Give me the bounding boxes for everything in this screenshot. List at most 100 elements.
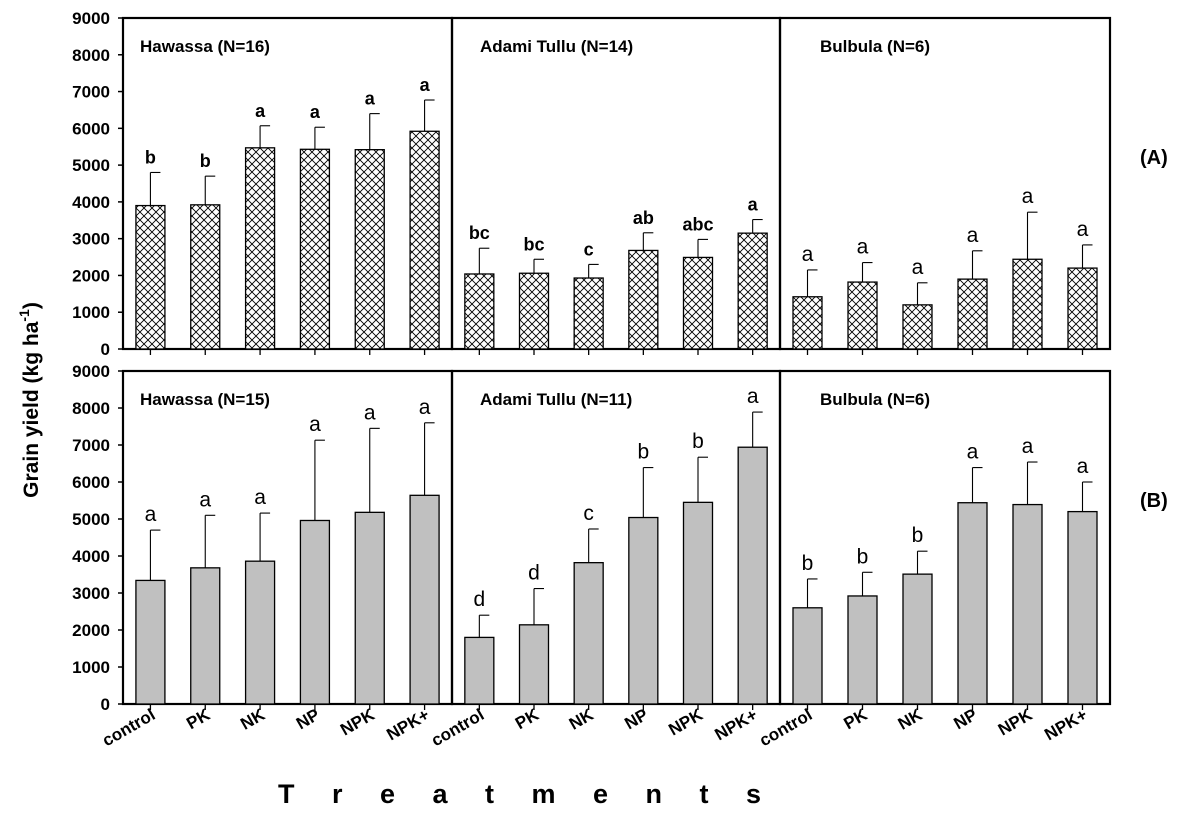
significance-letter: b [857,545,869,568]
bar [135,579,166,705]
y-tick-label: 3000 [72,230,110,249]
bar [244,147,276,350]
y-tick-label: 5000 [72,156,110,175]
bar [464,636,495,705]
y-tick-label: 1000 [72,303,110,322]
row-label-a: (A) [1140,147,1168,169]
x-axis-label: T r e a t m e n t s [278,779,776,809]
bar [1012,258,1043,350]
significance-letter: a [145,503,157,526]
panel-title: Hawassa (N=15) [140,390,270,409]
y-tick-label: 9000 [72,9,110,28]
significance-letter: a [967,441,979,464]
significance-letter: b [200,151,211,171]
bar [628,516,659,705]
significance-letter: d [528,562,540,585]
bar [847,595,878,705]
significance-letter: a [748,195,759,215]
y-tick-label: 8000 [72,399,110,418]
bar [902,304,933,350]
significance-letter: a [364,401,376,424]
category-label: NPK+ [711,705,760,744]
bar [354,149,385,350]
significance-letter: a [967,224,979,247]
significance-letter: b [692,430,704,453]
significance-letter: ab [633,208,654,228]
panel-frame [450,369,782,706]
significance-letter: bc [469,223,490,243]
significance-letter: a [419,396,431,419]
bar [792,296,823,350]
category-label: NK [566,705,597,734]
y-tick-label: 5000 [72,510,110,529]
panel-frame [121,16,454,351]
significance-letter: a [912,256,924,279]
significance-letter: c [584,239,594,259]
significance-letter: a [420,75,431,95]
y-tick-label: 1000 [72,658,110,677]
category-label: control [756,705,815,750]
y-tick-label: 0 [101,340,110,359]
y-tick-label: 4000 [72,193,110,212]
category-label: NPK+ [1041,705,1090,744]
bar [464,273,495,350]
y-tick-label: 7000 [72,83,110,102]
bar [957,278,988,350]
y-tick-label: 7000 [72,436,110,455]
y-tick-label: 6000 [72,473,110,492]
bar [299,519,331,705]
bar [409,494,440,705]
bar [518,272,550,350]
panel-frame [121,369,454,706]
bar [190,567,221,705]
category-label: PK [841,705,872,734]
y-tick-label: 9000 [72,362,110,381]
y-tick-label: 2000 [72,266,110,285]
y-tick-label: 4000 [72,547,110,566]
bar [135,204,166,350]
category-label: NP [951,705,981,733]
bar [737,232,768,350]
bar [737,446,768,705]
panel-frame [450,16,782,351]
significance-letter: b [912,524,924,547]
significance-letter: a [747,385,759,408]
significance-letter: a [857,236,869,259]
significance-letter: a [309,413,321,436]
category-label: NP [293,705,323,733]
significance-letter: a [310,102,321,122]
y-tick-label: 6000 [72,119,110,138]
plot-area: 0 1000 2000 3000 4000 5000 6000 7000 8000 9000 Haw… [72,9,1112,750]
bar [518,624,550,705]
bar [682,501,714,705]
significance-letter: a [255,101,266,121]
significance-letter: a [1077,455,1089,478]
category-label: NPK [337,705,378,740]
y-axis-label: Grain yield (kg ha-1) [16,302,43,498]
category-label: NK [895,705,926,734]
significance-letter: d [473,588,485,611]
bar [573,277,604,350]
bar [792,607,823,705]
significance-letter: a [254,486,266,509]
significance-letter: b [637,441,649,464]
panel-title: Bulbula (N=6) [820,390,930,409]
category-label: NPK [995,705,1036,740]
panel-title: Bulbula (N=6) [820,37,930,56]
bar [190,204,221,350]
panel-title: Adami Tullu (N=11) [480,390,632,409]
bar [1067,267,1098,350]
bar [628,249,659,350]
category-label: NPK+ [383,705,432,744]
category-label: PK [512,705,543,734]
panel-frame [778,369,1112,706]
bar [847,281,878,350]
category-label: PK [183,705,214,734]
significance-letter: a [802,243,814,266]
panel-title: Hawassa (N=16) [140,37,270,56]
bar [244,560,276,705]
significance-letter: a [1022,185,1034,208]
panel-title: Adami Tullu (N=14) [480,37,633,56]
y-tick-label: 2000 [72,621,110,640]
